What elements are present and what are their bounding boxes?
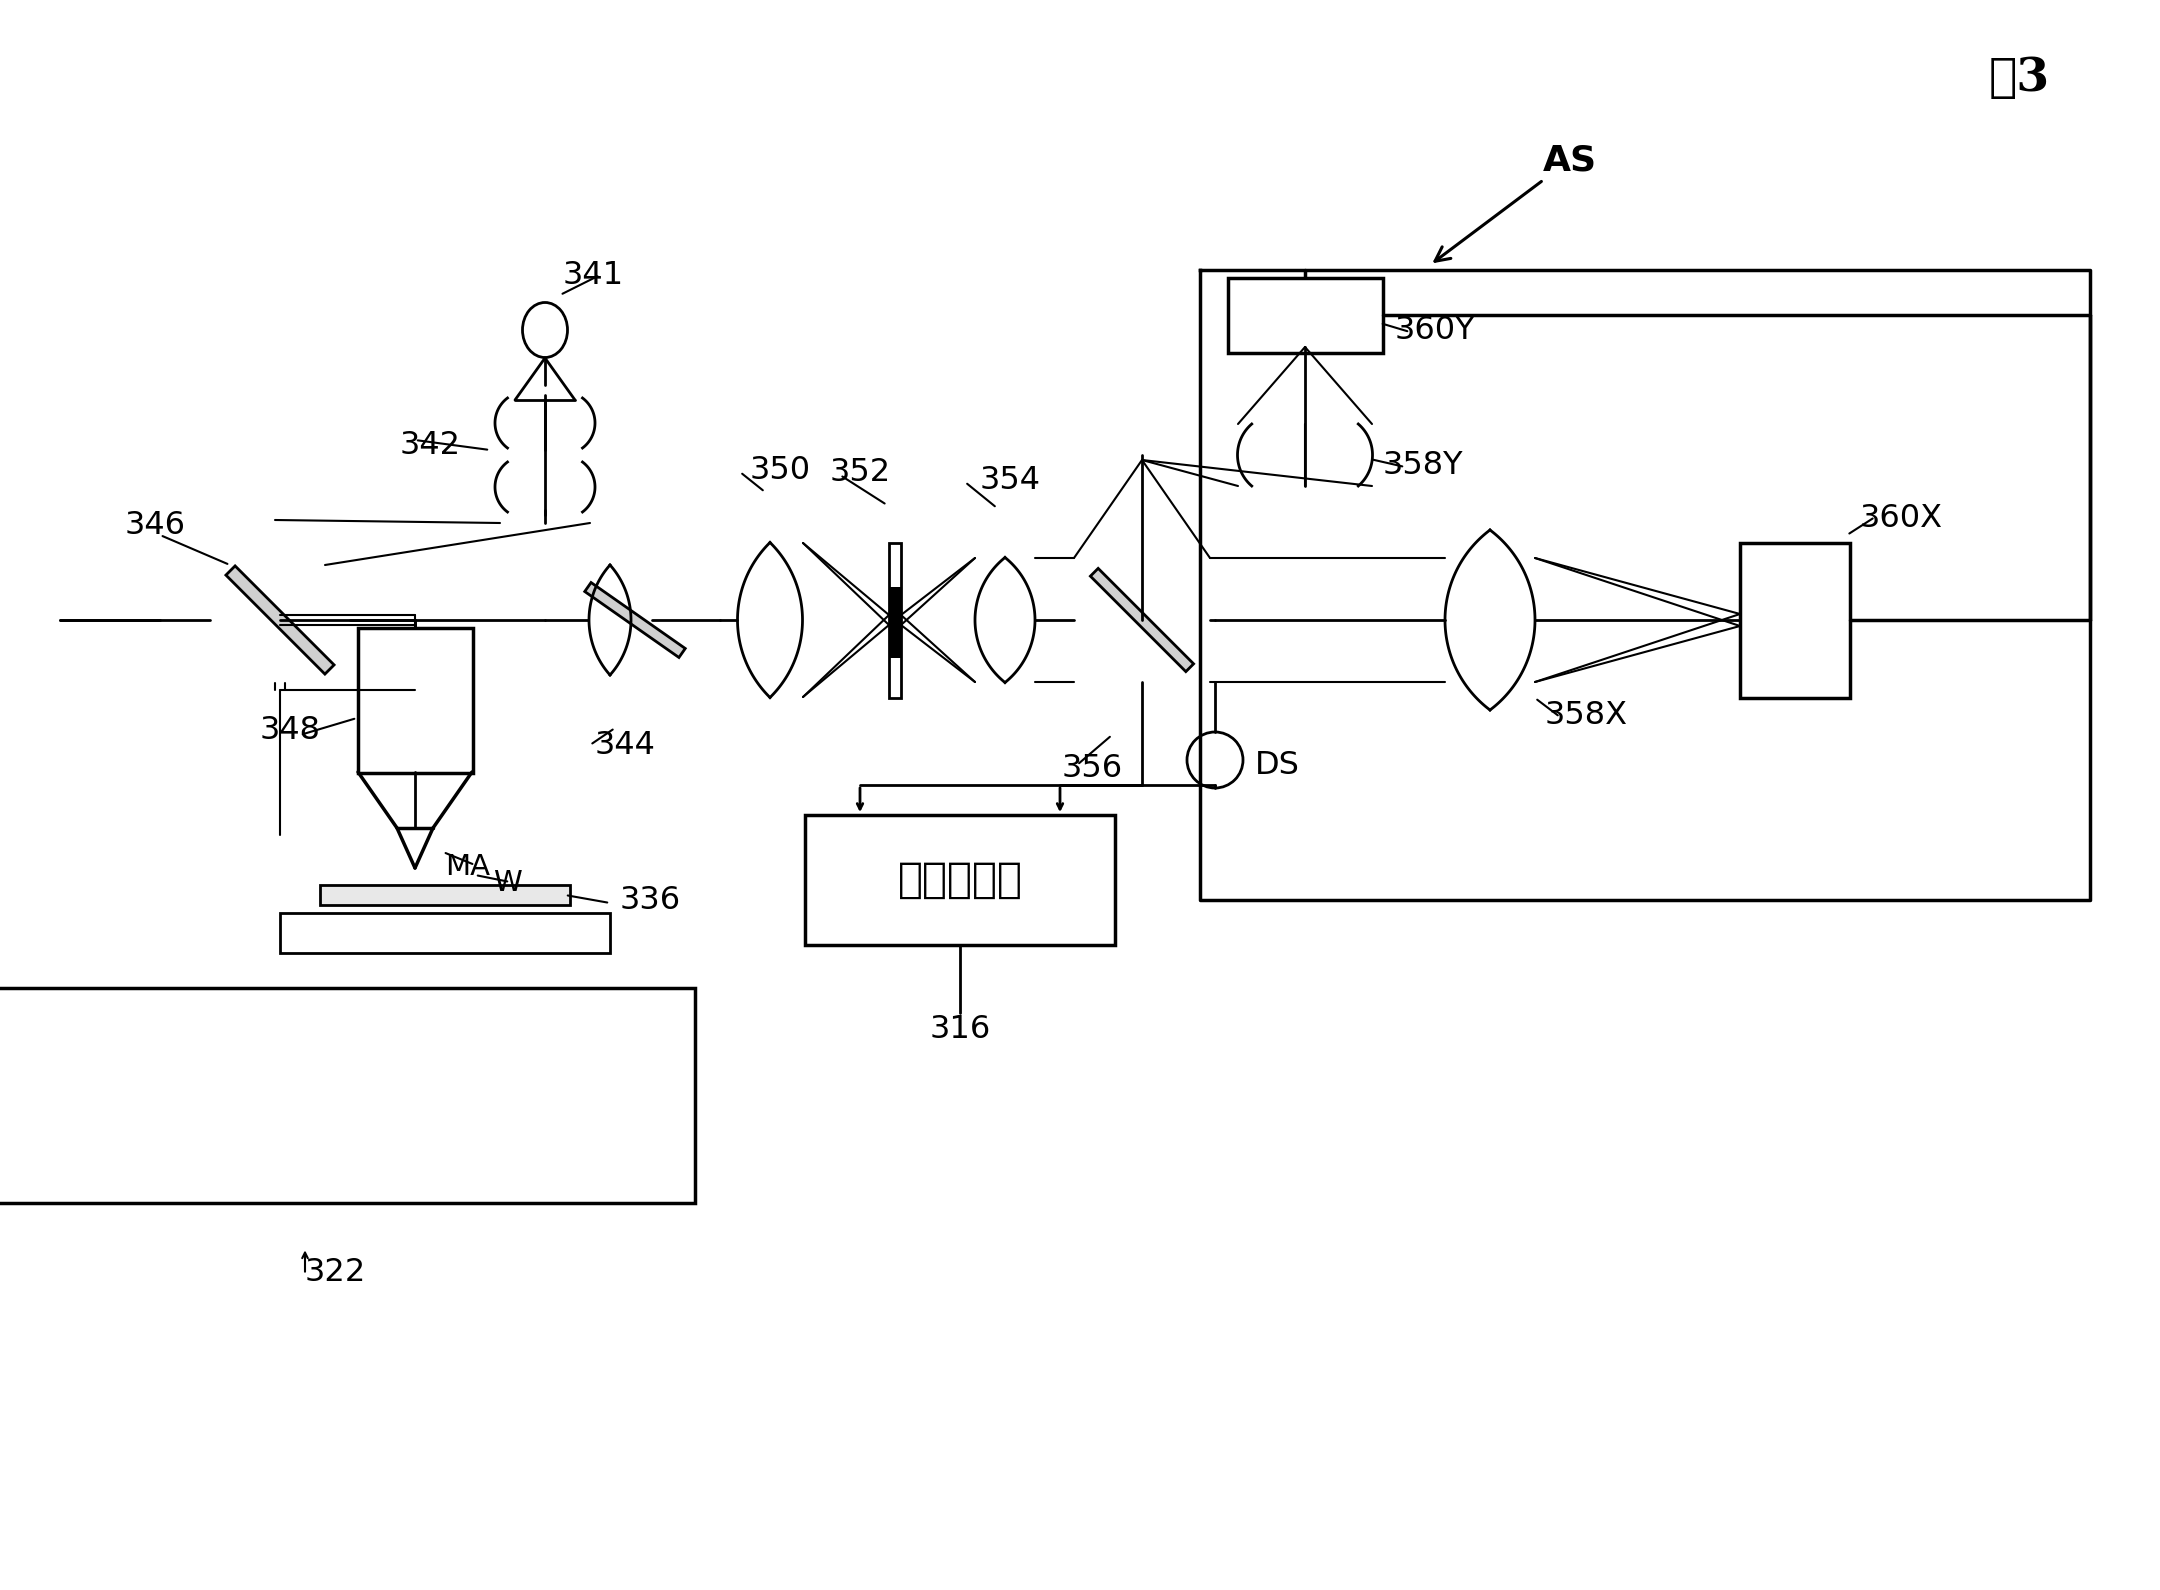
Text: 316: 316 bbox=[929, 1014, 991, 1046]
Polygon shape bbox=[227, 566, 335, 674]
Ellipse shape bbox=[523, 302, 568, 358]
Bar bbox=[1741, 542, 1849, 698]
Bar bbox=[359, 628, 473, 773]
Text: 336: 336 bbox=[620, 884, 680, 916]
Bar bbox=[1227, 278, 1382, 353]
Text: 对准控制部: 对准控制部 bbox=[899, 859, 1022, 902]
Bar bbox=[0, 987, 696, 1202]
Text: 360Y: 360Y bbox=[1395, 315, 1475, 345]
Text: 354: 354 bbox=[981, 464, 1041, 496]
Text: 342: 342 bbox=[400, 429, 460, 461]
Text: 348: 348 bbox=[259, 714, 322, 746]
Text: 322: 322 bbox=[305, 1258, 367, 1288]
Polygon shape bbox=[1091, 568, 1194, 671]
Bar bbox=[890, 622, 901, 658]
Text: DS: DS bbox=[1255, 749, 1300, 781]
Text: 341: 341 bbox=[564, 259, 624, 291]
Text: 358X: 358X bbox=[1544, 700, 1629, 730]
Bar bbox=[806, 816, 1115, 944]
Text: 356: 356 bbox=[1063, 752, 1123, 784]
Bar bbox=[320, 886, 570, 905]
Polygon shape bbox=[585, 582, 685, 658]
Text: 352: 352 bbox=[829, 456, 892, 488]
Text: 350: 350 bbox=[750, 455, 812, 485]
Bar bbox=[890, 542, 901, 698]
Text: 图3: 图3 bbox=[1989, 56, 2050, 102]
Bar bbox=[890, 587, 901, 623]
Text: 346: 346 bbox=[125, 509, 186, 541]
Text: 358Y: 358Y bbox=[1382, 450, 1464, 480]
Text: AS: AS bbox=[1434, 143, 1596, 261]
Text: MA: MA bbox=[445, 852, 490, 881]
Text: W: W bbox=[492, 870, 523, 897]
Text: 344: 344 bbox=[594, 730, 657, 760]
Bar bbox=[281, 913, 609, 952]
Text: 360X: 360X bbox=[1860, 502, 1944, 534]
